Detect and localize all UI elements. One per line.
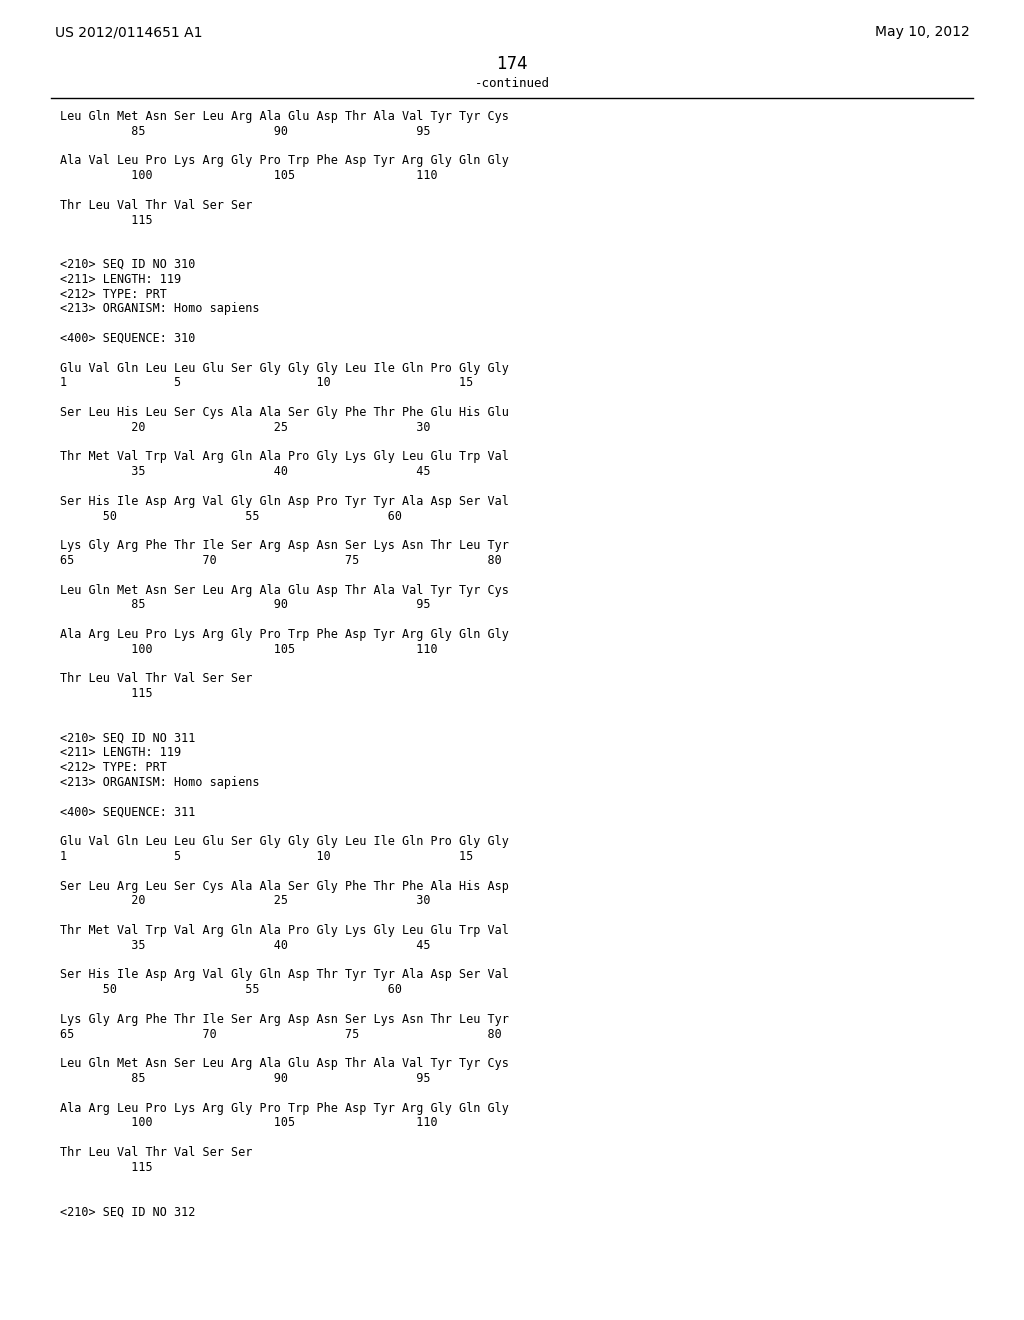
Text: 100                 105                 110: 100 105 110 xyxy=(60,169,437,182)
Text: <210> SEQ ID NO 311: <210> SEQ ID NO 311 xyxy=(60,731,196,744)
Text: US 2012/0114651 A1: US 2012/0114651 A1 xyxy=(55,25,203,40)
Text: 50                  55                  60: 50 55 60 xyxy=(60,983,402,997)
Text: Lys Gly Arg Phe Thr Ile Ser Arg Asp Asn Ser Lys Asn Thr Leu Tyr: Lys Gly Arg Phe Thr Ile Ser Arg Asp Asn … xyxy=(60,1012,509,1026)
Text: Thr Met Val Trp Val Arg Gln Ala Pro Gly Lys Gly Leu Glu Trp Val: Thr Met Val Trp Val Arg Gln Ala Pro Gly … xyxy=(60,450,509,463)
Text: Thr Leu Val Thr Val Ser Ser: Thr Leu Val Thr Val Ser Ser xyxy=(60,672,252,685)
Text: 174: 174 xyxy=(497,55,527,73)
Text: Ser His Ile Asp Arg Val Gly Gln Asp Thr Tyr Tyr Ala Asp Ser Val: Ser His Ile Asp Arg Val Gly Gln Asp Thr … xyxy=(60,969,509,981)
Text: 85                  90                  95: 85 90 95 xyxy=(60,125,430,137)
Text: 20                  25                  30: 20 25 30 xyxy=(60,421,430,434)
Text: Ser Leu Arg Leu Ser Cys Ala Ala Ser Gly Phe Thr Phe Ala His Asp: Ser Leu Arg Leu Ser Cys Ala Ala Ser Gly … xyxy=(60,879,509,892)
Text: Ser Leu His Leu Ser Cys Ala Ala Ser Gly Phe Thr Phe Glu His Glu: Ser Leu His Leu Ser Cys Ala Ala Ser Gly … xyxy=(60,407,509,418)
Text: 50                  55                  60: 50 55 60 xyxy=(60,510,402,523)
Text: Thr Leu Val Thr Val Ser Ser: Thr Leu Val Thr Val Ser Ser xyxy=(60,1146,252,1159)
Text: Glu Val Gln Leu Leu Glu Ser Gly Gly Gly Leu Ile Gln Pro Gly Gly: Glu Val Gln Leu Leu Glu Ser Gly Gly Gly … xyxy=(60,836,509,849)
Text: Lys Gly Arg Phe Thr Ile Ser Arg Asp Asn Ser Lys Asn Thr Leu Tyr: Lys Gly Arg Phe Thr Ile Ser Arg Asp Asn … xyxy=(60,539,509,552)
Text: 100                 105                 110: 100 105 110 xyxy=(60,643,437,656)
Text: <211> LENGTH: 119: <211> LENGTH: 119 xyxy=(60,746,181,759)
Text: <210> SEQ ID NO 312: <210> SEQ ID NO 312 xyxy=(60,1205,196,1218)
Text: Ala Arg Leu Pro Lys Arg Gly Pro Trp Phe Asp Tyr Arg Gly Gln Gly: Ala Arg Leu Pro Lys Arg Gly Pro Trp Phe … xyxy=(60,1102,509,1114)
Text: 35                  40                  45: 35 40 45 xyxy=(60,465,430,478)
Text: <213> ORGANISM: Homo sapiens: <213> ORGANISM: Homo sapiens xyxy=(60,776,259,789)
Text: 115: 115 xyxy=(60,688,153,700)
Text: Leu Gln Met Asn Ser Leu Arg Ala Glu Asp Thr Ala Val Tyr Tyr Cys: Leu Gln Met Asn Ser Leu Arg Ala Glu Asp … xyxy=(60,583,509,597)
Text: May 10, 2012: May 10, 2012 xyxy=(876,25,970,40)
Text: <400> SEQUENCE: 310: <400> SEQUENCE: 310 xyxy=(60,333,196,345)
Text: 100                 105                 110: 100 105 110 xyxy=(60,1117,437,1130)
Text: 1               5                   10                  15: 1 5 10 15 xyxy=(60,850,473,863)
Text: 115: 115 xyxy=(60,214,153,227)
Text: Ala Val Leu Pro Lys Arg Gly Pro Trp Phe Asp Tyr Arg Gly Gln Gly: Ala Val Leu Pro Lys Arg Gly Pro Trp Phe … xyxy=(60,154,509,168)
Text: 65                  70                  75                  80: 65 70 75 80 xyxy=(60,554,502,568)
Text: 85                  90                  95: 85 90 95 xyxy=(60,1072,430,1085)
Text: Leu Gln Met Asn Ser Leu Arg Ala Glu Asp Thr Ala Val Tyr Tyr Cys: Leu Gln Met Asn Ser Leu Arg Ala Glu Asp … xyxy=(60,1057,509,1071)
Text: Thr Met Val Trp Val Arg Gln Ala Pro Gly Lys Gly Leu Glu Trp Val: Thr Met Val Trp Val Arg Gln Ala Pro Gly … xyxy=(60,924,509,937)
Text: <212> TYPE: PRT: <212> TYPE: PRT xyxy=(60,762,167,775)
Text: Ser His Ile Asp Arg Val Gly Gln Asp Pro Tyr Tyr Ala Asp Ser Val: Ser His Ile Asp Arg Val Gly Gln Asp Pro … xyxy=(60,495,509,508)
Text: <212> TYPE: PRT: <212> TYPE: PRT xyxy=(60,288,167,301)
Text: <213> ORGANISM: Homo sapiens: <213> ORGANISM: Homo sapiens xyxy=(60,302,259,315)
Text: <211> LENGTH: 119: <211> LENGTH: 119 xyxy=(60,273,181,286)
Text: 65                  70                  75                  80: 65 70 75 80 xyxy=(60,1027,502,1040)
Text: <400> SEQUENCE: 311: <400> SEQUENCE: 311 xyxy=(60,805,196,818)
Text: Glu Val Gln Leu Leu Glu Ser Gly Gly Gly Leu Ile Gln Pro Gly Gly: Glu Val Gln Leu Leu Glu Ser Gly Gly Gly … xyxy=(60,362,509,375)
Text: Ala Arg Leu Pro Lys Arg Gly Pro Trp Phe Asp Tyr Arg Gly Gln Gly: Ala Arg Leu Pro Lys Arg Gly Pro Trp Phe … xyxy=(60,628,509,642)
Text: <210> SEQ ID NO 310: <210> SEQ ID NO 310 xyxy=(60,257,196,271)
Text: 20                  25                  30: 20 25 30 xyxy=(60,895,430,907)
Text: Thr Leu Val Thr Val Ser Ser: Thr Leu Val Thr Val Ser Ser xyxy=(60,199,252,211)
Text: 115: 115 xyxy=(60,1160,153,1173)
Text: 35                  40                  45: 35 40 45 xyxy=(60,939,430,952)
Text: -continued: -continued xyxy=(474,77,550,90)
Text: 1               5                   10                  15: 1 5 10 15 xyxy=(60,376,473,389)
Text: 85                  90                  95: 85 90 95 xyxy=(60,598,430,611)
Text: Leu Gln Met Asn Ser Leu Arg Ala Glu Asp Thr Ala Val Tyr Tyr Cys: Leu Gln Met Asn Ser Leu Arg Ala Glu Asp … xyxy=(60,110,509,123)
